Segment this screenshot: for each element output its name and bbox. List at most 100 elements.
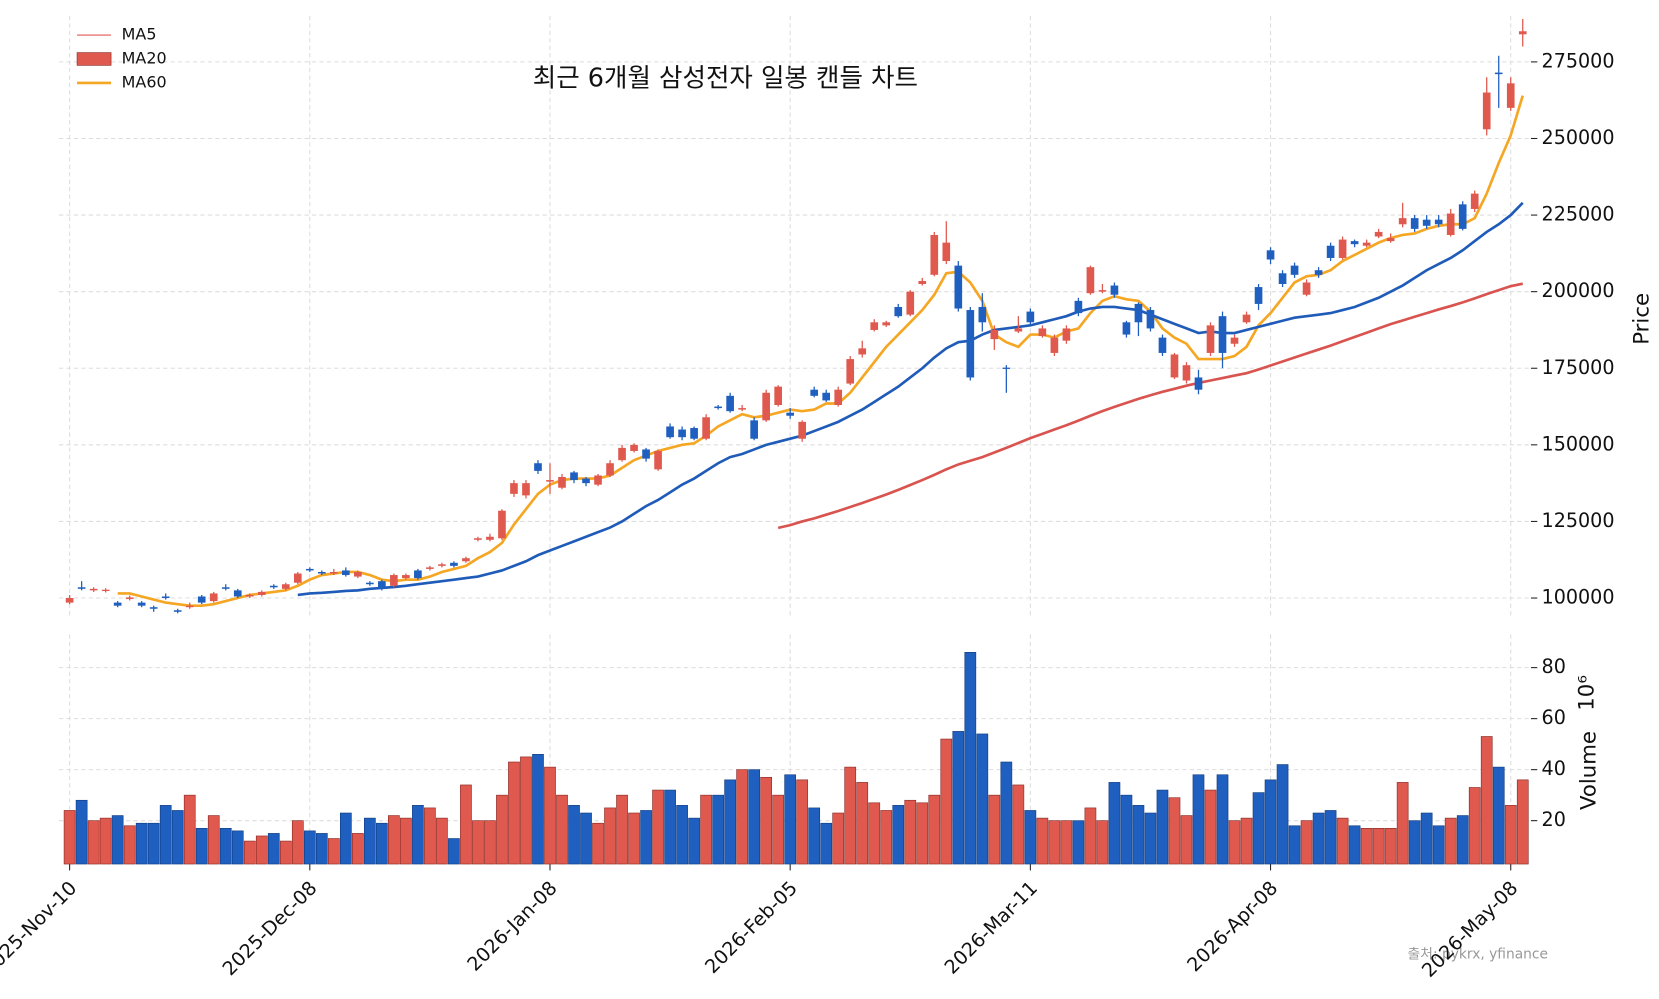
candle-body	[354, 571, 362, 577]
candle-body	[1434, 219, 1443, 225]
candle-body	[690, 427, 698, 439]
candle-body	[1470, 193, 1479, 209]
volume-bar	[1300, 820, 1313, 865]
volume-bar	[255, 835, 268, 865]
volume-bar	[568, 805, 580, 865]
volume-bar	[1024, 810, 1037, 865]
candle-body	[798, 421, 807, 439]
candle-body	[726, 395, 734, 412]
candle-body	[89, 588, 98, 591]
volume-bar	[267, 833, 280, 865]
candle-body	[257, 591, 266, 595]
candle-body	[1134, 303, 1143, 323]
candle-body	[606, 463, 614, 476]
volume-bar	[1480, 736, 1493, 865]
candle-body	[1122, 322, 1131, 335]
volume-bar	[195, 828, 208, 865]
candle-body	[906, 291, 915, 315]
candle-body	[1014, 328, 1023, 332]
volume-bar	[279, 840, 292, 865]
candle-body	[233, 590, 242, 597]
volume-tick-label: 40	[1542, 757, 1566, 780]
candle-body	[293, 573, 302, 583]
candle-body	[846, 359, 855, 384]
candle-body	[1170, 354, 1179, 378]
volume-bar	[327, 838, 340, 865]
candle-body	[666, 426, 674, 438]
volume-bar	[291, 820, 304, 865]
volume-bar	[87, 820, 100, 865]
candle-body	[414, 570, 422, 579]
volume-bar	[1288, 825, 1301, 865]
volume-bar	[231, 830, 244, 865]
candle-body	[269, 585, 278, 588]
y-tick-label: 125000	[1542, 509, 1615, 532]
y-tick-label: 225000	[1542, 203, 1615, 226]
volume-bar	[796, 779, 809, 865]
volume-bar	[1060, 820, 1073, 865]
candle-body	[342, 570, 350, 576]
volume-bar	[472, 820, 484, 865]
candle-body	[918, 280, 927, 285]
ma-line	[117, 95, 1525, 608]
volume-tick-label: 60	[1542, 706, 1566, 729]
volume-bar	[1408, 820, 1421, 865]
candle-body	[594, 475, 602, 485]
candle-body	[161, 596, 170, 599]
volume-tick-label: 20	[1542, 808, 1566, 831]
volume-bar	[904, 799, 917, 865]
volume-bar	[1324, 810, 1337, 865]
volume-bar	[628, 812, 640, 865]
candle-body	[630, 444, 638, 451]
x-tick-label: 2026-Mar-11	[940, 876, 1042, 978]
volume-bar	[712, 794, 724, 865]
candle-body	[366, 582, 374, 585]
volume-bar	[808, 807, 821, 865]
volume-bar	[1372, 828, 1385, 865]
candle-body	[870, 322, 879, 330]
volume-bar	[1360, 828, 1373, 865]
candle-body	[390, 575, 398, 586]
candle-body	[1230, 337, 1239, 344]
x-tick-label: 2026-May-08	[1417, 876, 1522, 981]
candle-body	[1518, 31, 1527, 35]
volume-bar	[1396, 782, 1409, 865]
volume-bar	[928, 794, 941, 865]
candle-body	[1158, 337, 1167, 353]
candle-body	[510, 483, 518, 494]
volume-bar	[820, 822, 833, 865]
candle-body	[1482, 92, 1491, 130]
y-tick-label: 150000	[1542, 432, 1615, 455]
volume-bar	[448, 838, 460, 865]
volume-bar	[1084, 807, 1097, 865]
volume-bar	[880, 810, 893, 865]
volume-bar	[592, 822, 604, 865]
volume-bar	[1504, 805, 1517, 865]
volume-bar	[183, 794, 196, 865]
candle-body	[558, 477, 566, 488]
candle-body	[245, 594, 254, 597]
volume-bar	[75, 799, 88, 865]
candle-body	[1362, 242, 1371, 246]
volume-bar	[736, 769, 748, 865]
volume-bar	[616, 794, 628, 865]
volume-bar	[832, 812, 845, 865]
source-note: 출처: pykrx, yfinance	[1408, 946, 1548, 962]
volume-bar	[1216, 774, 1229, 865]
candle-body	[77, 587, 86, 589]
candle-body	[1182, 365, 1191, 381]
volume-bar	[460, 784, 472, 865]
candle-body	[305, 568, 314, 571]
candle-body	[1290, 265, 1299, 275]
candle-body	[570, 472, 578, 481]
volume-bar	[532, 754, 544, 865]
volume-bar	[1456, 815, 1469, 865]
candle-body	[1302, 282, 1311, 295]
volume-bar	[1432, 825, 1445, 865]
volume-bar	[1492, 766, 1505, 865]
volume-bar	[99, 817, 112, 865]
volume-axis-label: Volume	[1576, 731, 1601, 810]
volume-bar	[1000, 761, 1013, 865]
y-tick-label: 250000	[1542, 126, 1615, 149]
candle-body	[281, 584, 290, 589]
